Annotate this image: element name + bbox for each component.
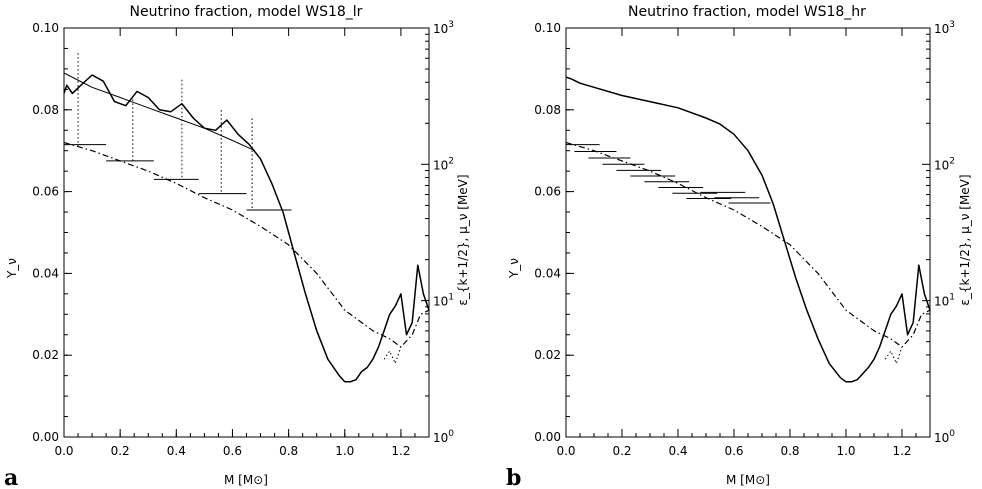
y-tick-label: 0.08 <box>32 103 59 117</box>
marks: 0.0 0.2 0.4 0.6 0.8 1.0 1.2 0.00 0.02 0.04 0.06 0.0… <box>534 20 955 458</box>
x-tick-label: 1.2 <box>391 444 410 458</box>
y-right-tick-label: 101 <box>433 293 454 309</box>
x-tick-label: 0.0 <box>54 444 73 458</box>
series-line-solid <box>565 76 931 383</box>
x-tick-label: 0.8 <box>279 444 298 458</box>
y-tick-label: 0.00 <box>32 430 59 444</box>
panel-label: b <box>506 465 521 489</box>
y-right-tick-label: 100 <box>934 429 955 445</box>
y-tick-label: 0.04 <box>534 266 561 280</box>
x-axis-label: M [M⊙] <box>726 473 770 487</box>
series-line-solid-thin <box>63 72 256 152</box>
series-line-dash-dot <box>63 141 430 348</box>
y-right-tick-label: 103 <box>934 20 955 36</box>
chart-title: Neutrino fraction, model WS18_lr <box>130 4 363 20</box>
y-tick-label: 0.06 <box>534 185 561 199</box>
y-tick-label: 0.10 <box>534 21 561 35</box>
x-tick-label: 0.2 <box>111 444 130 458</box>
x-tick-label: 0.6 <box>724 444 743 458</box>
marks: 0.0 0.2 0.4 0.6 0.8 1.0 1.2 0.00 0.02 0.04 0.06 0.0… <box>32 20 454 458</box>
panel-a: Neutrino fraction, model WS18_lr 0.0 0.2 0… <box>4 4 470 489</box>
y-axis-label: Y_ν <box>507 258 521 279</box>
y-axis-label-right: ε_{k+1/2}, μ_ν [MeV] <box>456 174 470 305</box>
x-tick-label: 1.2 <box>892 444 911 458</box>
series-line-dash-dot <box>565 141 931 348</box>
y-right-tick-label: 102 <box>433 156 454 172</box>
y-tick-label: 0.08 <box>534 103 561 117</box>
x-tick-label: 1.0 <box>335 444 354 458</box>
x-tick-label: 0.2 <box>612 444 631 458</box>
series-line-dotted <box>383 346 402 364</box>
y-tick-label: 0.00 <box>534 430 561 444</box>
y-tick-label: 0.04 <box>32 266 59 280</box>
y-right-tick-label: 101 <box>934 293 955 309</box>
x-tick-label: 0.4 <box>668 444 687 458</box>
y-right-tick-label: 100 <box>433 429 454 445</box>
plot-frame <box>63 27 430 438</box>
plot-frame <box>565 27 931 438</box>
y-axis-label-right: ε_{k+1/2}, μ_ν [MeV] <box>958 174 972 305</box>
y-tick-label: 0.06 <box>32 185 59 199</box>
x-tick-label: 0.8 <box>780 444 799 458</box>
x-tick-label: 0.0 <box>556 444 575 458</box>
y-tick-label: 0.10 <box>32 21 59 35</box>
series-line-dotted <box>884 346 903 364</box>
x-tick-label: 0.4 <box>167 444 186 458</box>
x-tick-label: 0.6 <box>223 444 242 458</box>
y-axis-label: Y_ν <box>5 258 19 279</box>
y-tick-label: 0.02 <box>32 348 59 362</box>
x-axis-label: M [M⊙] <box>224 473 268 487</box>
y-right-tick-label: 103 <box>433 20 454 36</box>
y-right-tick-label: 102 <box>934 156 955 172</box>
series-line-solid <box>63 74 430 383</box>
panel-b: Neutrino fraction, model WS18_hr 0.0 0.2 0… <box>506 4 972 489</box>
y-tick-label: 0.02 <box>534 348 561 362</box>
chart-title: Neutrino fraction, model WS18_hr <box>628 4 866 20</box>
x-tick-label: 1.0 <box>836 444 855 458</box>
panel-label: a <box>4 465 18 489</box>
